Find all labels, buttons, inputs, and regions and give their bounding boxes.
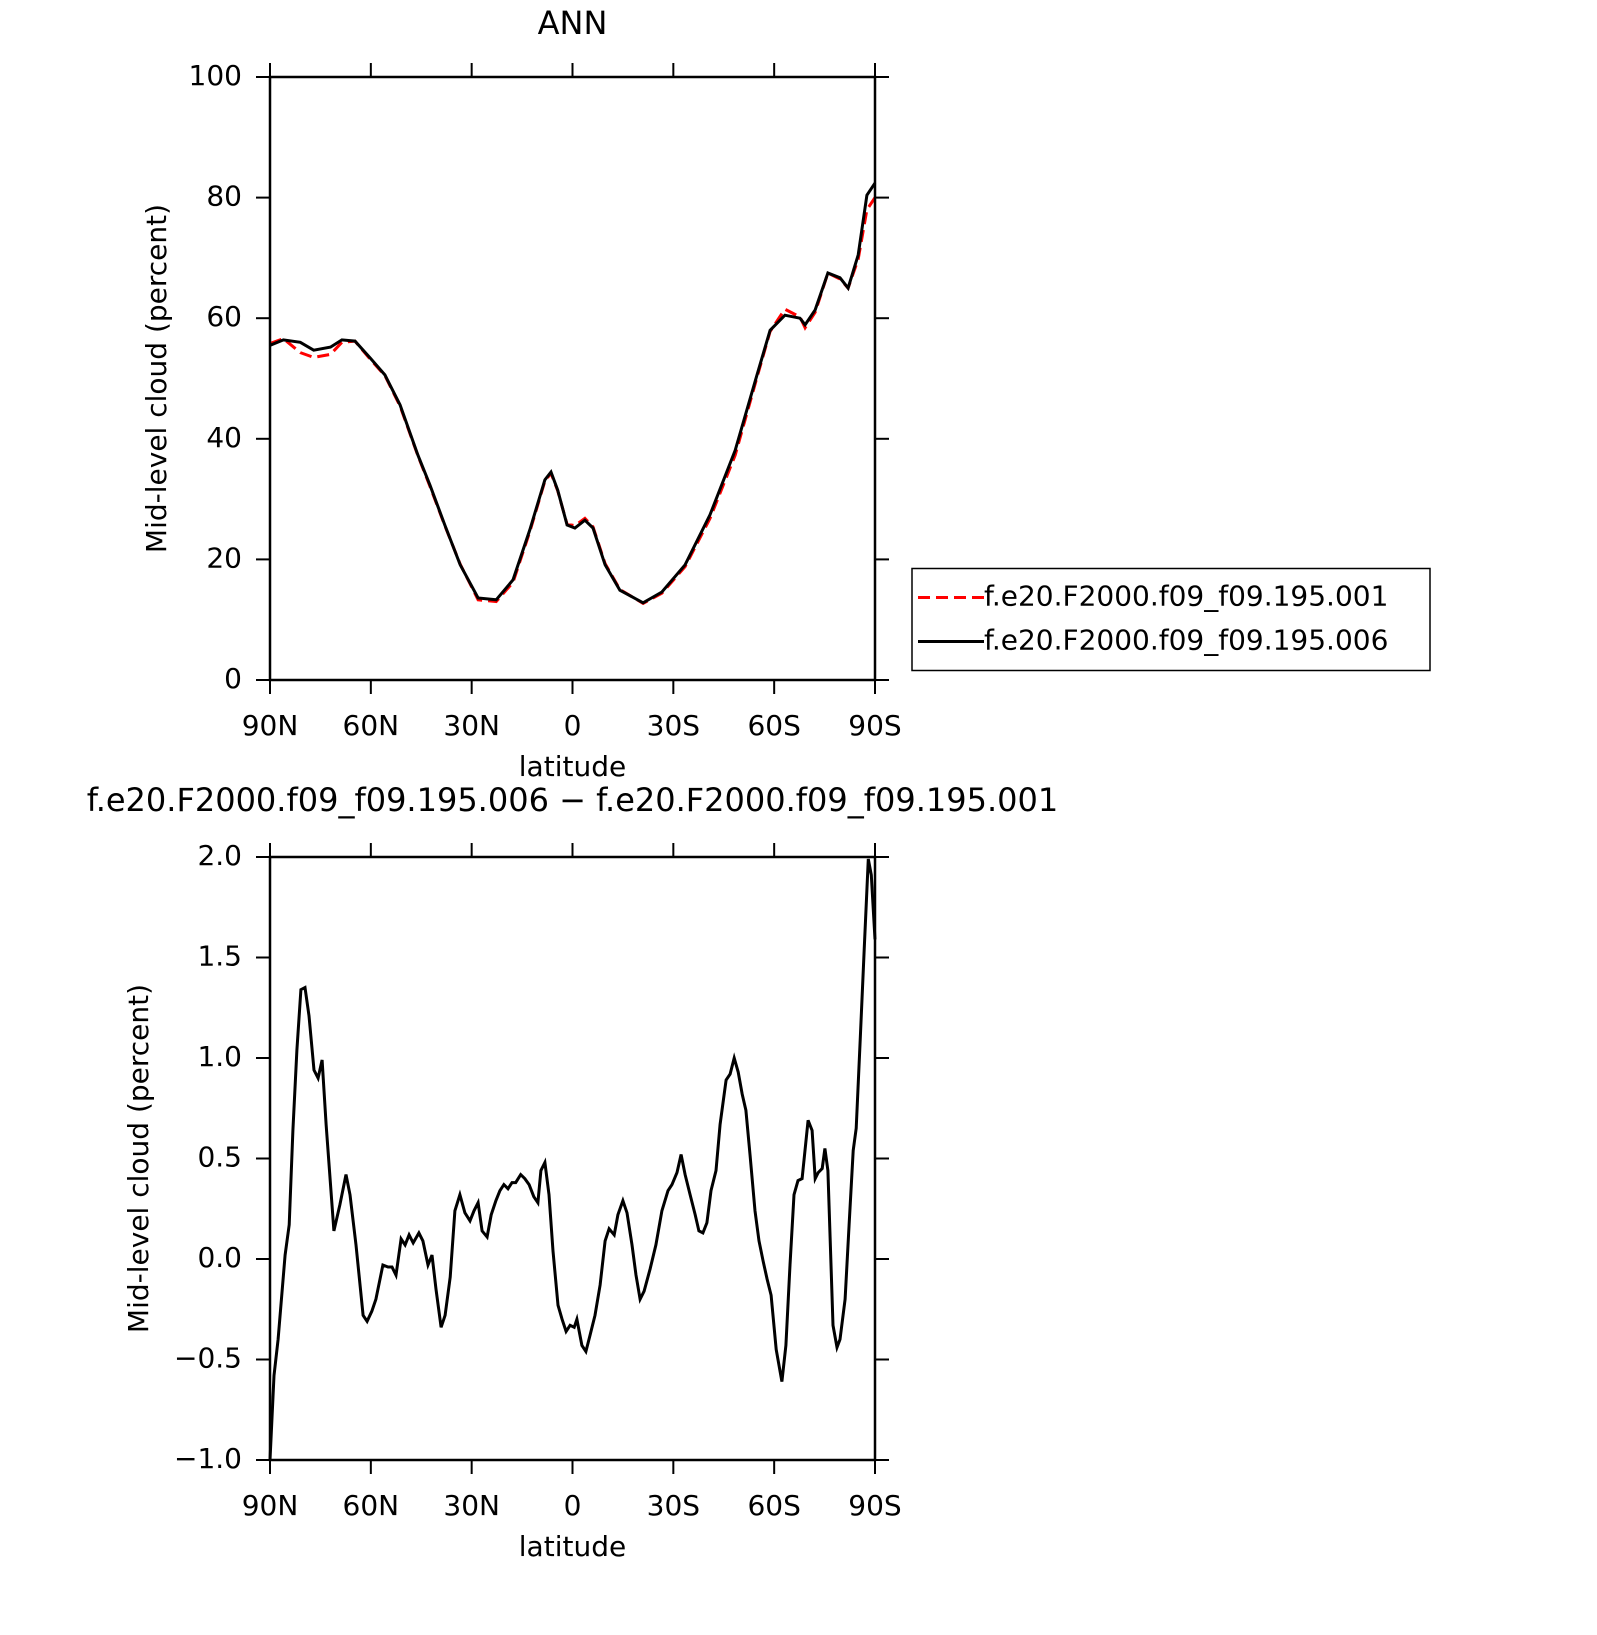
y-tick-label: 80 (206, 180, 242, 213)
x-tick-label: 0 (564, 709, 582, 742)
y-tick-label: 2.0 (197, 839, 242, 872)
chart-title: ANN (538, 4, 608, 42)
series-line (268, 858, 877, 1461)
x-axis-label: latitude (519, 1530, 626, 1563)
y-tick-label: 100 (189, 59, 242, 92)
y-tick-label: 1.0 (197, 1040, 242, 1073)
x-tick-label: 90S (848, 1489, 901, 1522)
plot-frame (268, 75, 877, 682)
y-tick-label: −1.0 (174, 1442, 242, 1475)
y-tick-label: 1.5 (197, 940, 242, 973)
x-tick-label: 60N (343, 1489, 400, 1522)
legend-label: f.e20.F2000.f09_f09.195.006 (984, 624, 1388, 657)
x-tick-label: 30S (647, 1489, 700, 1522)
legend-box (911, 567, 1431, 672)
chart-title: f.e20.F2000.f09_f09.195.006 − f.e20.F200… (87, 781, 1059, 819)
x-tick-label: 90S (848, 709, 901, 742)
x-tick-label: 60S (747, 709, 800, 742)
series-line (269, 182, 877, 605)
y-tick-label: 0.5 (197, 1141, 242, 1174)
x-tick-label: 90N (242, 709, 299, 742)
y-axis-label: Mid-level cloud (percent) (122, 984, 155, 1333)
y-tick-label: 0.0 (197, 1241, 242, 1274)
x-tick-label: 30N (443, 709, 500, 742)
x-tick-label: 60S (747, 1489, 800, 1522)
x-tick-label: 30S (647, 709, 700, 742)
x-tick-label: 60N (343, 709, 400, 742)
x-tick-label: 90N (242, 1489, 299, 1522)
legend-label: f.e20.F2000.f09_f09.195.001 (984, 580, 1388, 613)
y-tick-label: −0.5 (174, 1342, 242, 1375)
y-tick-label: 60 (206, 300, 242, 333)
y-axis-label: Mid-level cloud (percent) (140, 204, 173, 553)
x-tick-label: 30N (443, 1489, 500, 1522)
series-line (269, 196, 877, 606)
x-axis-label: latitude (519, 750, 626, 783)
y-tick-label: 40 (206, 421, 242, 454)
plot-frame (268, 855, 877, 1462)
x-tick-label: 0 (564, 1489, 582, 1522)
y-tick-label: 0 (224, 662, 242, 695)
y-tick-label: 20 (206, 541, 242, 574)
